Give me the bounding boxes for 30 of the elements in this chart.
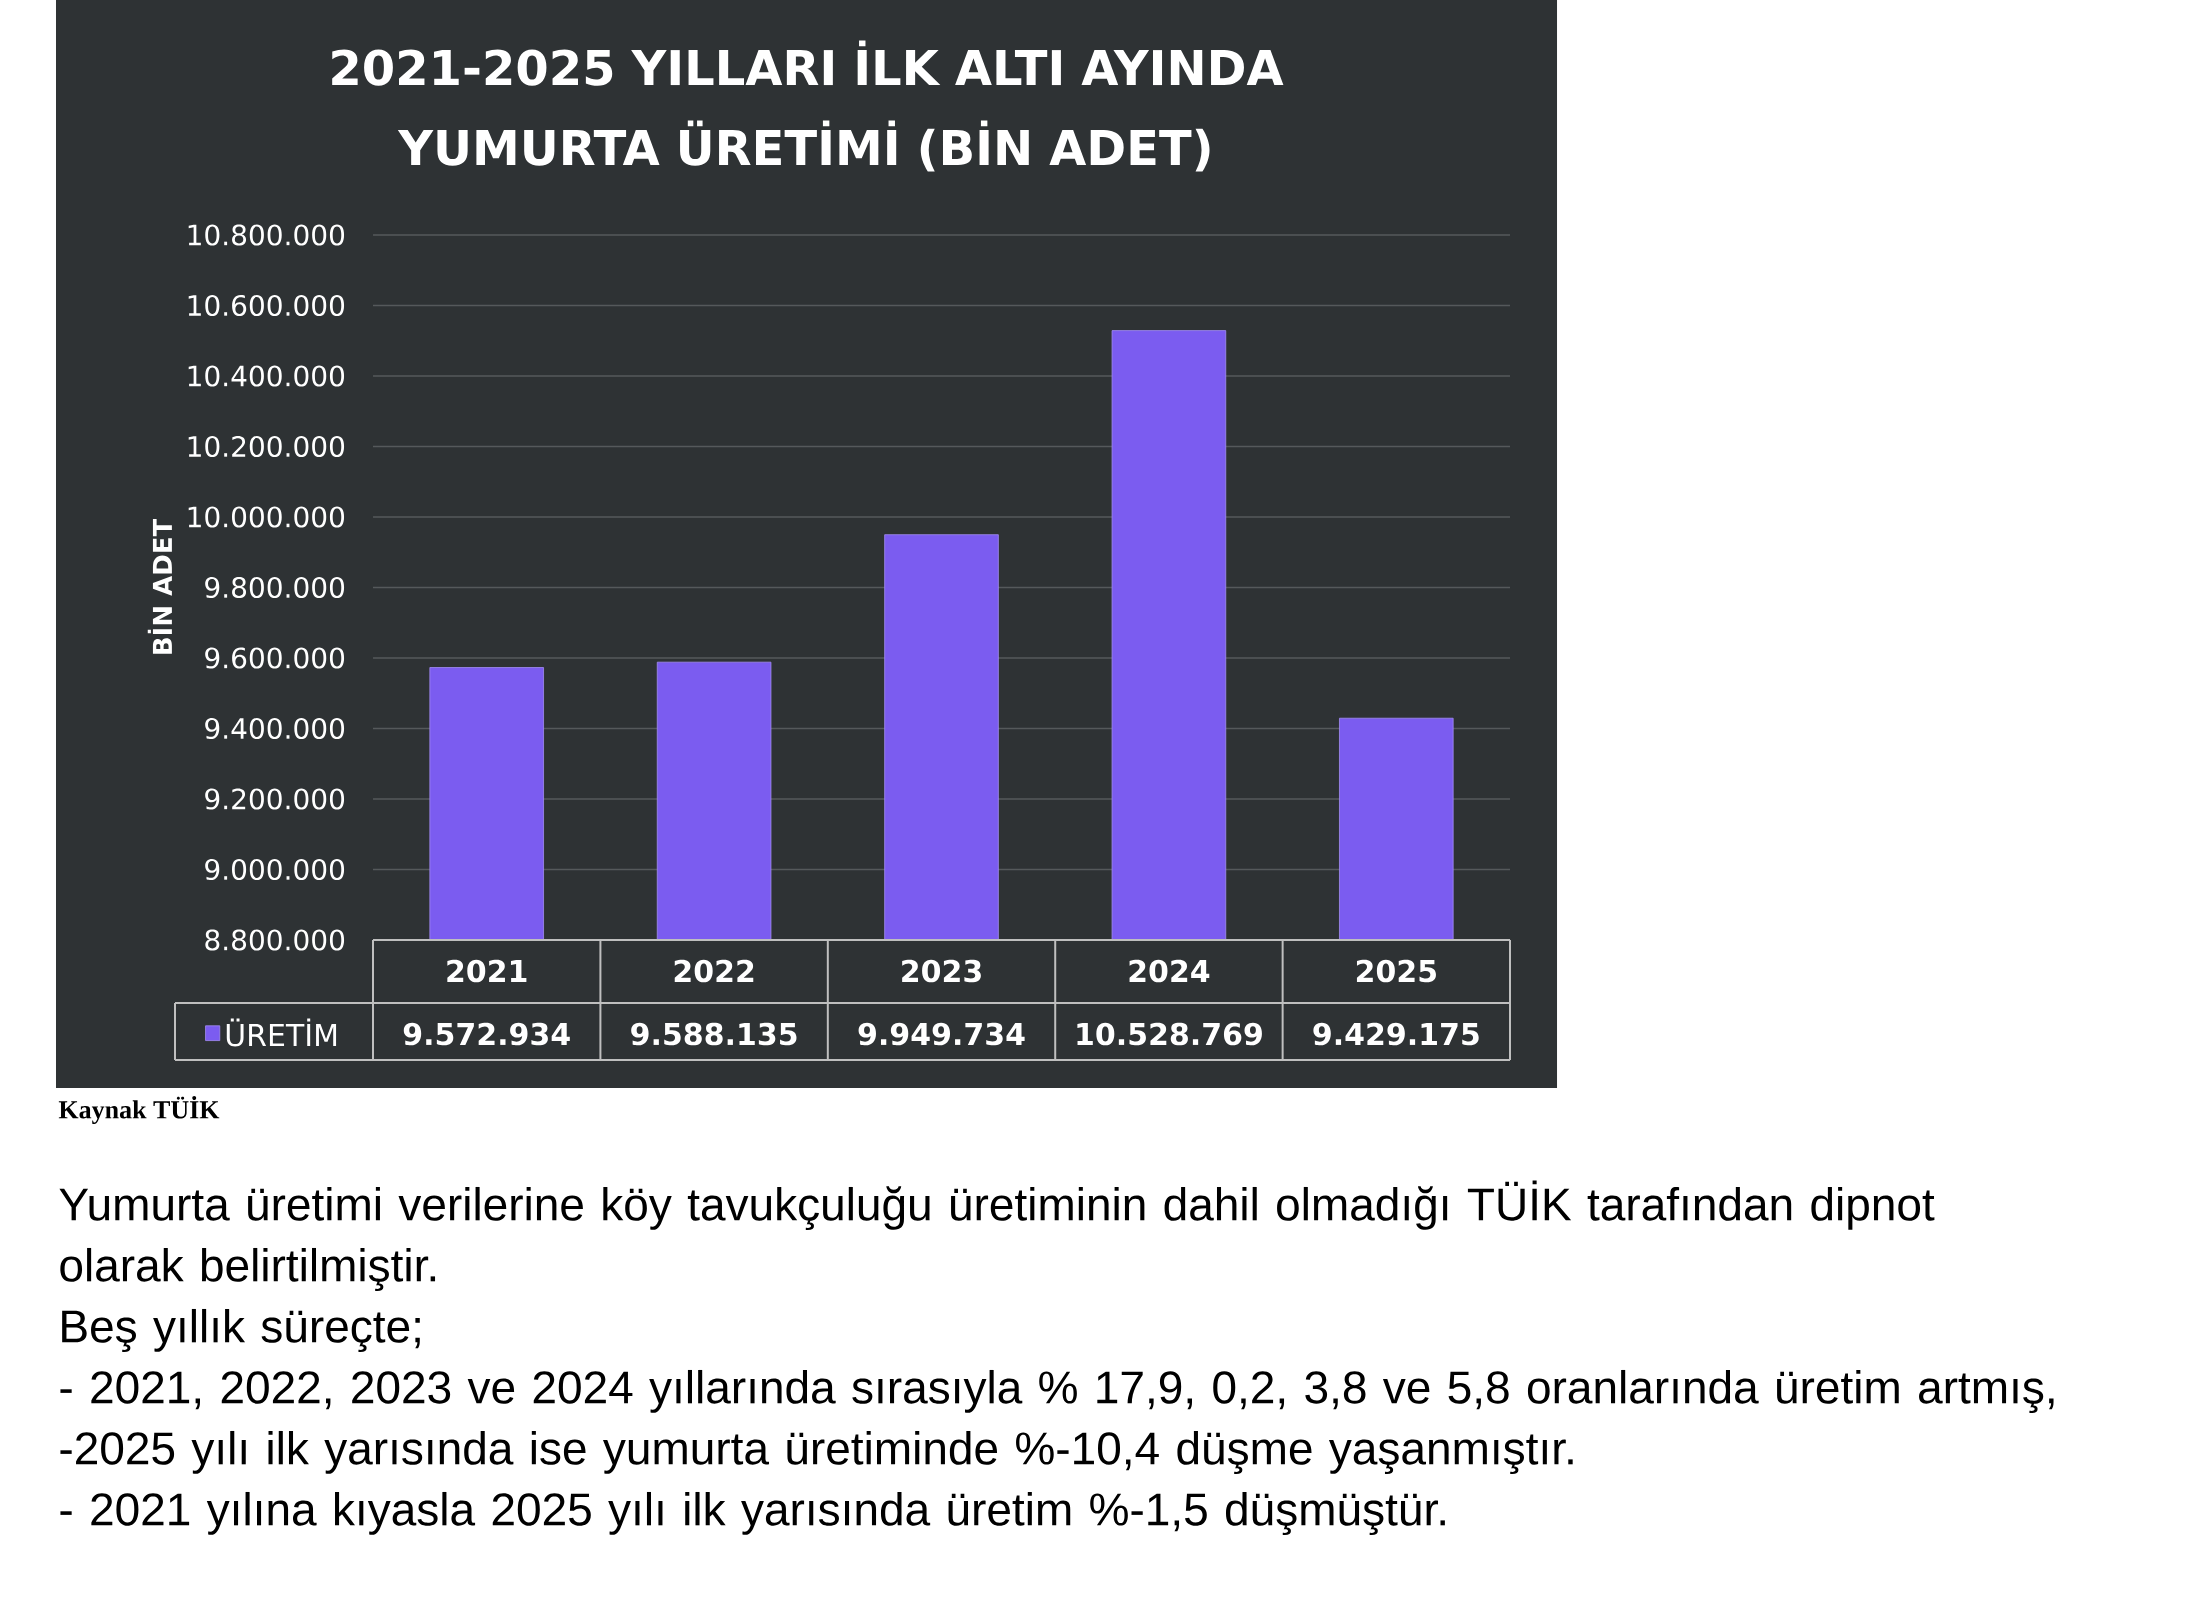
y-tick-label: 10.400.000 (188, 365, 345, 387)
text: Kaynak TÜİK (58, 1096, 220, 1124)
text: -2025 yılı ilk yarısında ise yumurta üretiminde %-10,4 düşme yaşanmıştır. (60, 1430, 1573, 1475)
y-tick-label: 9.400.000 (205, 717, 345, 740)
text: Beş yıllık süreçte; (62, 1308, 420, 1353)
x-tick-label: 2024 (1129, 959, 1210, 983)
x-tick-label: 2023 (902, 959, 981, 983)
y-tick-label: 9.600.000 (205, 647, 345, 669)
data-label: 9.429.175 (1313, 1022, 1479, 1046)
y-tick-label: 10.800.000 (188, 224, 345, 246)
y-tick-label: 10.600.000 (188, 294, 345, 317)
text: - 2021, 2022, 2023 ve 2024 yıllarında sırasıyla % 17,9, 0,2, 3,8 ve 5,8 oranlarında üretim artmış, (60, 1369, 2054, 1414)
data-label: 9.572.934 (403, 1022, 570, 1046)
y-tick-label: 10.000.000 (188, 506, 345, 528)
data-label: 9.588.135 (631, 1022, 797, 1046)
text: - 2021 yılına kıyasla 2025 yılı ilk yarısında üretim %-1,5 düşmüştür. (60, 1491, 1445, 1536)
x-tick-label: 2025 (1356, 959, 1436, 983)
x-tick-label: 2021 (447, 959, 527, 983)
y-tick-label: 8.800.000 (205, 929, 345, 951)
x-tick-label: 2022 (674, 959, 754, 983)
y-tick-label: 10.200.000 (188, 435, 345, 458)
legend-label: ÜRETİM (226, 1018, 337, 1047)
y-axis-title: BİN ADET (147, 518, 172, 654)
chart-title: 2021-2025 YILLARI İLK ALTI AYINDA YUMURTA ÜRETİMİ (BİN ADET) (332, 40, 1284, 172)
data-label: 10.528.769 (1077, 1022, 1262, 1046)
text: Yumurta üretimi verilerine köy tavukçuluğu üretiminin dahil olmadığı TÜİK tarafından dipnot olarak belirtilmiştir. (59, 1180, 1935, 1292)
y-tick-label: 9.000.000 (205, 858, 345, 881)
data-label: 9.949.734 (858, 1022, 1025, 1046)
y-tick-label: 9.200.000 (205, 788, 345, 810)
y-tick-label: 9.800.000 (205, 576, 345, 599)
